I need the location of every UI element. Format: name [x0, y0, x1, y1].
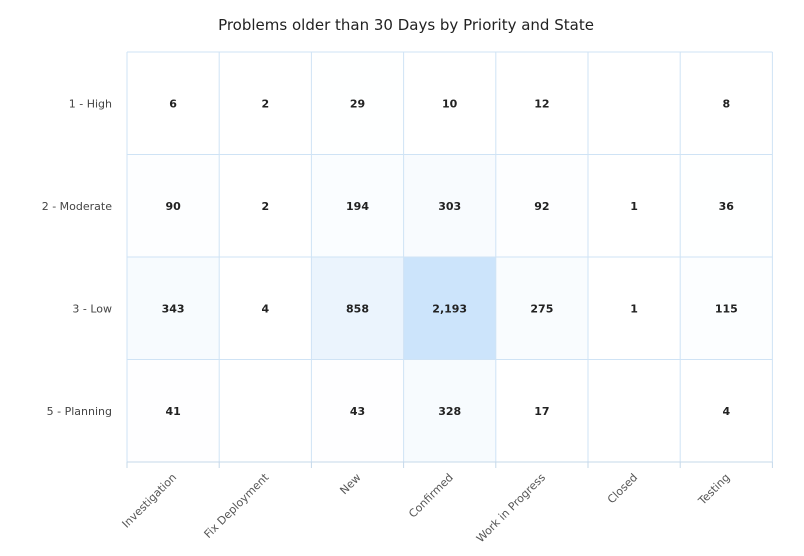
y-tick-label: 5 - Planning [47, 405, 112, 418]
heatmap-cell [680, 359, 773, 462]
cell-value: 36 [719, 200, 735, 213]
cell-value: 1 [630, 200, 638, 213]
heatmap-cell [680, 52, 773, 155]
cell-value: 2,193 [432, 302, 467, 315]
heatmap-cell [680, 257, 773, 360]
cell-value: 303 [438, 200, 461, 213]
y-tick-label: 1 - High [69, 97, 112, 110]
heatmap-cell [311, 359, 404, 462]
heatmap-cell [495, 257, 588, 360]
cell-value: 90 [165, 200, 181, 213]
cell-value: 6 [169, 97, 177, 110]
cell-value: 12 [534, 97, 549, 110]
heatmap-cell [219, 257, 312, 360]
heatmap-cell [311, 154, 404, 257]
heatmap-cell [219, 154, 312, 257]
cell-value: 92 [534, 200, 549, 213]
cell-value: 29 [350, 97, 365, 110]
y-axis-labels: 1 - High 2 - Moderate 3 - Low 5 - Planning [42, 97, 113, 418]
heatmap-cell [495, 359, 588, 462]
cell-value: 4 [722, 405, 730, 418]
cell-value: 858 [346, 302, 369, 315]
x-axis: Investigation Fix Deployment New Confirmed W… [120, 461, 773, 545]
x-tick-label: Testing [695, 471, 732, 508]
cell-value: 115 [715, 302, 738, 315]
y-tick-label: 3 - Low [72, 302, 112, 315]
heatmap-grid [126, 51, 773, 463]
heatmap-cell [219, 359, 312, 462]
cell-value: 343 [162, 302, 185, 315]
heatmap-cell [403, 52, 496, 155]
chart-title: Problems older than 30 Days by Priority … [218, 16, 594, 34]
heatmap-cell [588, 359, 681, 462]
cell-value: 8 [722, 97, 730, 110]
heatmap-cell [219, 52, 312, 155]
heatmap-cell [403, 257, 496, 360]
heatmap-cell [588, 52, 681, 155]
x-tick-label: Closed [605, 471, 640, 506]
cell-value: 10 [442, 97, 458, 110]
cell-value: 2 [261, 97, 269, 110]
cell-value: 17 [534, 405, 549, 418]
x-tick-label: Fix Deployment [202, 470, 272, 540]
heatmap-cell [403, 154, 496, 257]
heatmap-cell [403, 359, 496, 462]
cell-value: 2 [261, 200, 269, 213]
x-tick-label: Investigation [120, 471, 180, 531]
heatmap-cell [127, 52, 220, 155]
cell-value: 194 [346, 200, 369, 213]
heatmap-cell [311, 52, 404, 155]
y-tick-label: 2 - Moderate [42, 200, 113, 213]
heatmap-cell [495, 154, 588, 257]
heatmap-cell [495, 52, 588, 155]
heatmap-cell [588, 257, 681, 360]
cell-value: 275 [530, 302, 553, 315]
heatmap-cell [127, 154, 220, 257]
x-tick-label: New [337, 471, 363, 497]
cell-value: 4 [261, 302, 269, 315]
cell-value: 41 [165, 405, 180, 418]
cell-value: 328 [438, 405, 461, 418]
x-tick-label: Work in Progress [474, 471, 548, 545]
x-tick-label: Confirmed [406, 471, 456, 521]
heatmap-cell [588, 154, 681, 257]
heatmap-cell [127, 257, 220, 360]
heatmap-cell [680, 154, 773, 257]
heatmap-cell [311, 257, 404, 360]
heatmap-cell [127, 359, 220, 462]
cell-value: 43 [350, 405, 365, 418]
cell-value: 1 [630, 302, 638, 315]
